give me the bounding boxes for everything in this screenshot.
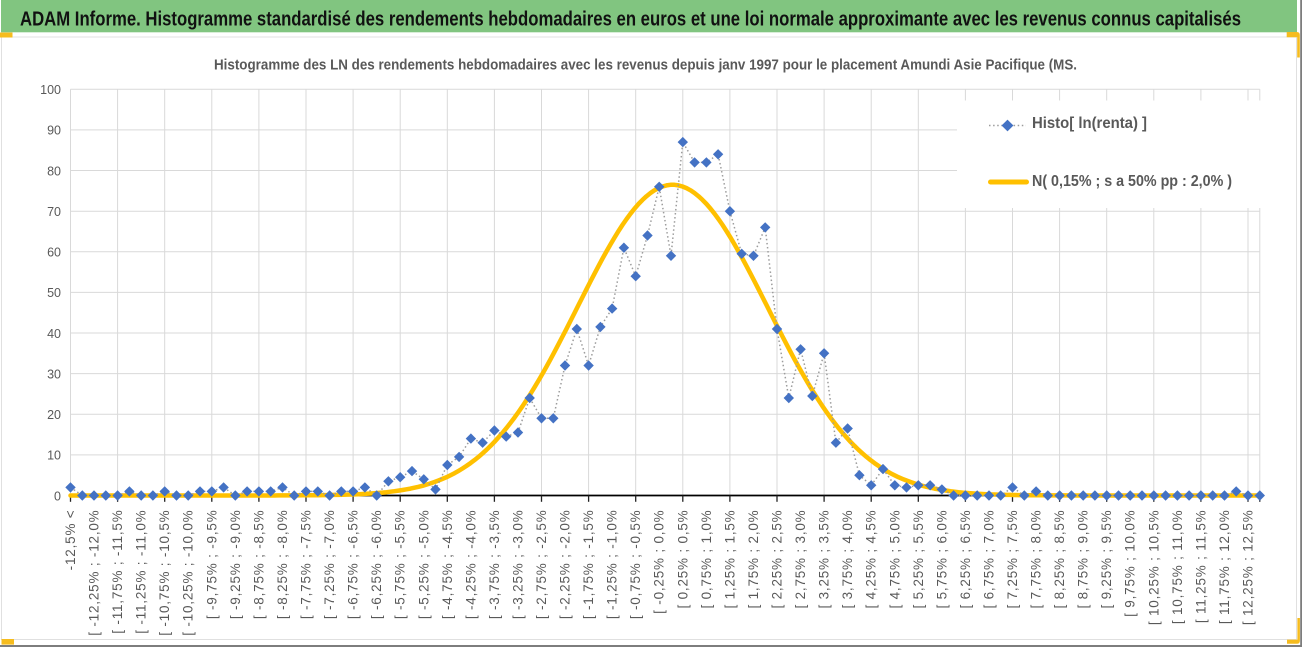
svg-text:[ -10,25% ; -10,0%: [ -10,25% ; -10,0%	[181, 510, 196, 636]
svg-text:30: 30	[47, 367, 61, 381]
svg-text:[ -6,25% ; -6,0%: [ -6,25% ; -6,0%	[369, 510, 384, 620]
svg-text:100: 100	[40, 83, 61, 97]
svg-text:[ 3,25% ; 3,5%: [ 3,25% ; 3,5%	[817, 510, 832, 609]
svg-text:[ -12,25% ; -12,0%: [ -12,25% ; -12,0%	[87, 510, 102, 636]
svg-text:[ -5,75% ; -5,5%: [ -5,75% ; -5,5%	[393, 510, 408, 620]
svg-text:-12,5% <: -12,5% <	[63, 510, 78, 571]
svg-text:[ -8,75% ; -8,5%: [ -8,75% ; -8,5%	[251, 510, 266, 620]
svg-text:[ 4,25% ; 4,5%: [ 4,25% ; 4,5%	[864, 510, 879, 609]
svg-text:40: 40	[47, 327, 61, 341]
svg-text:[ 1,25% ; 1,5%: [ 1,25% ; 1,5%	[722, 510, 737, 609]
svg-text:0: 0	[54, 489, 61, 503]
svg-text:[ -9,75% ; -9,5%: [ -9,75% ; -9,5%	[204, 510, 219, 620]
svg-text:[ 2,75% ; 3,0%: [ 2,75% ; 3,0%	[793, 510, 808, 609]
svg-text:90: 90	[47, 124, 61, 138]
svg-text:[ -1,25% ; -1,0%: [ -1,25% ; -1,0%	[605, 510, 620, 620]
svg-text:[ 3,75% ; 4,0%: [ 3,75% ; 4,0%	[840, 510, 855, 609]
svg-text:[ -7,75% ; -7,5%: [ -7,75% ; -7,5%	[299, 510, 314, 620]
svg-text:[ -0,25% ; 0,0%: [ -0,25% ; 0,0%	[652, 510, 667, 614]
svg-text:[ -11,75% ; -11,5%: [ -11,75% ; -11,5%	[110, 510, 125, 634]
svg-text:[ -11,25% ; -11,0%: [ -11,25% ; -11,0%	[134, 510, 149, 634]
svg-text:[ 1,75% ; 2,0%: [ 1,75% ; 2,0%	[746, 510, 761, 609]
svg-text:[ -8,25% ; -8,0%: [ -8,25% ; -8,0%	[275, 510, 290, 620]
svg-text:[ 9,25% ; 9,5%: [ 9,25% ; 9,5%	[1099, 510, 1114, 609]
svg-text:[ -2,25% ; -2,0%: [ -2,25% ; -2,0%	[558, 510, 573, 620]
svg-text:[ 7,75% ; 8,0%: [ 7,75% ; 8,0%	[1029, 510, 1044, 609]
svg-text:50: 50	[47, 286, 61, 300]
svg-text:Histogramme des LN des rendeme: Histogramme des LN des rendements hebdom…	[214, 57, 1077, 74]
svg-text:ADAM Informe. Histogramme stan: ADAM Informe. Histogramme standardisé de…	[20, 9, 1241, 31]
svg-text:[ 4,75% ; 5,0%: [ 4,75% ; 5,0%	[887, 510, 902, 609]
svg-text:[ -10,75% ; -10,5%: [ -10,75% ; -10,5%	[157, 510, 172, 636]
svg-text:[ -0,75% ; -0,5%: [ -0,75% ; -0,5%	[628, 510, 643, 620]
svg-text:[ 12,25% ; 12,5%: [ 12,25% ; 12,5%	[1241, 510, 1256, 626]
svg-text:[ 11,75% ; 12,0%: [ 11,75% ; 12,0%	[1217, 510, 1232, 625]
svg-text:[ -5,25% ; -5,0%: [ -5,25% ; -5,0%	[416, 510, 431, 620]
svg-text:[ -3,25% ; -3,0%: [ -3,25% ; -3,0%	[511, 510, 526, 620]
svg-text:[ -2,75% ; -2,5%: [ -2,75% ; -2,5%	[534, 510, 549, 620]
svg-text:[ 5,75% ; 6,0%: [ 5,75% ; 6,0%	[934, 510, 949, 609]
svg-text:[ -9,25% ; -9,0%: [ -9,25% ; -9,0%	[228, 510, 243, 620]
svg-text:[ -7,25% ; -7,0%: [ -7,25% ; -7,0%	[322, 510, 337, 620]
svg-text:Histo[ ln(renta) ]: Histo[ ln(renta) ]	[1032, 115, 1147, 132]
svg-text:[ -3,75% ; -3,5%: [ -3,75% ; -3,5%	[487, 510, 502, 620]
svg-text:70: 70	[47, 205, 61, 219]
svg-text:[ 0,25% ; 0,5%: [ 0,25% ; 0,5%	[675, 510, 690, 609]
svg-text:[ 9,75% ; 10,0%: [ 9,75% ; 10,0%	[1123, 510, 1138, 617]
svg-text:80: 80	[47, 164, 61, 178]
svg-text:20: 20	[47, 408, 61, 422]
svg-text:[ -1,75% ; -1,5%: [ -1,75% ; -1,5%	[581, 510, 596, 620]
svg-text:[ 5,25% ; 5,5%: [ 5,25% ; 5,5%	[911, 510, 926, 609]
svg-text:[ 8,25% ; 8,5%: [ 8,25% ; 8,5%	[1052, 510, 1067, 609]
svg-text:60: 60	[47, 246, 61, 260]
svg-text:[ 2,25% ; 2,5%: [ 2,25% ; 2,5%	[770, 510, 785, 609]
svg-text:[ 6,25% ; 6,5%: [ 6,25% ; 6,5%	[958, 510, 973, 609]
svg-text:[ 7,25% ; 7,5%: [ 7,25% ; 7,5%	[1005, 510, 1020, 609]
svg-text:10: 10	[47, 449, 61, 463]
svg-text:[ 0,75% ; 1,0%: [ 0,75% ; 1,0%	[699, 510, 714, 609]
svg-text:[ 8,75% ; 9,0%: [ 8,75% ; 9,0%	[1076, 510, 1091, 609]
svg-text:N( 0,15% ; s a 50% pp : 2,0% ): N( 0,15% ; s a 50% pp : 2,0% )	[1032, 173, 1232, 190]
svg-text:[ -6,75% ; -6,5%: [ -6,75% ; -6,5%	[346, 510, 361, 620]
svg-text:[ -4,75% ; -4,5%: [ -4,75% ; -4,5%	[440, 510, 455, 620]
svg-text:[ 6,75% ; 7,0%: [ 6,75% ; 7,0%	[982, 510, 997, 609]
svg-text:[ -4,25% ; -4,0%: [ -4,25% ; -4,0%	[463, 510, 478, 620]
svg-text:[ 10,75% ; 11,0%: [ 10,75% ; 11,0%	[1170, 510, 1185, 625]
svg-text:[ 10,25% ; 10,5%: [ 10,25% ; 10,5%	[1146, 510, 1161, 626]
svg-text:[ 11,25% ; 11,5%: [ 11,25% ; 11,5%	[1193, 510, 1208, 624]
